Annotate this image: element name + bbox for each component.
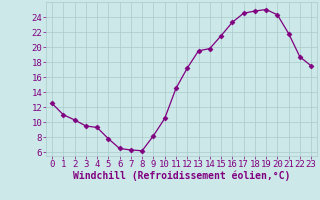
X-axis label: Windchill (Refroidissement éolien,°C): Windchill (Refroidissement éolien,°C) [73,171,290,181]
